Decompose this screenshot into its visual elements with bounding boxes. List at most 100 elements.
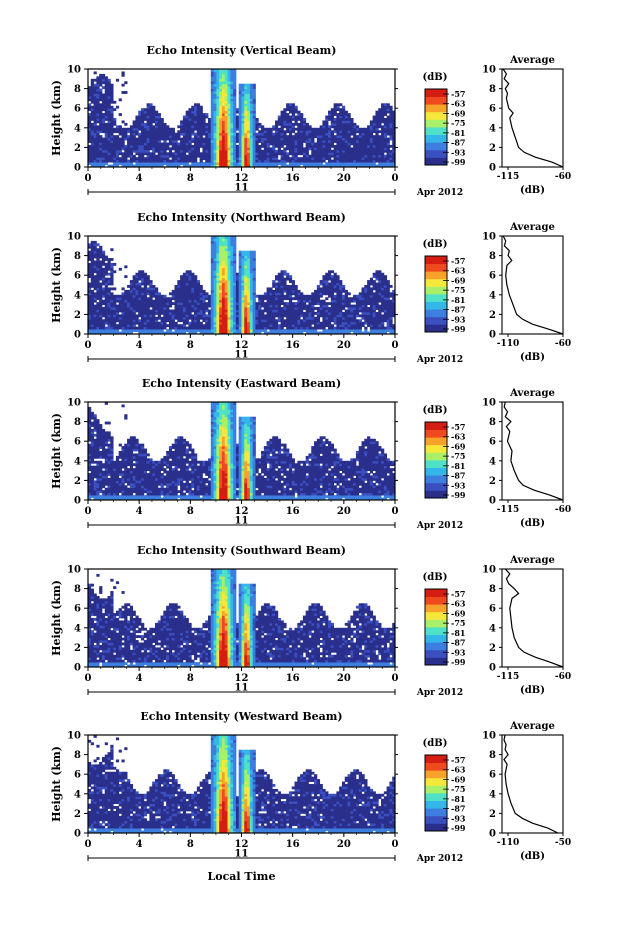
heatmap-cell (381, 145, 384, 148)
heatmap-cell (186, 290, 189, 293)
heatmap-cell (191, 322, 194, 325)
heatmap-cell (158, 147, 161, 150)
heatmap-cell (314, 292, 317, 295)
heatmap-cell (191, 138, 194, 141)
heatmap-cell (208, 319, 211, 322)
heatmap-cell (175, 317, 178, 320)
heatmap-cell (297, 322, 300, 325)
heatmap-cell (387, 140, 390, 143)
heatmap-cell (334, 113, 337, 116)
heatmap-cell (141, 147, 144, 150)
heatmap-cell (186, 319, 189, 322)
heatmap-cell (320, 310, 323, 313)
heatmap-cell (225, 275, 228, 278)
heatmap-cell (141, 310, 144, 313)
heatmap-cell (370, 128, 373, 131)
heatmap-cell (286, 123, 289, 126)
heatmap-cell (303, 329, 306, 332)
heatmap-cell (108, 265, 111, 268)
heatmap-cell (169, 324, 172, 327)
heatmap-cell (194, 118, 197, 121)
heatmap-cell (228, 324, 231, 327)
heatmap-cell (214, 283, 217, 286)
heatmap-cell (124, 123, 127, 126)
heatmap-cell (250, 307, 253, 310)
heatmap-cell (286, 160, 289, 163)
heatmap-cell (216, 302, 219, 305)
heatmap-cell (138, 287, 141, 290)
heatmap-cell (130, 147, 133, 150)
heatmap-cell (350, 143, 353, 146)
avg-y-tick-label: 10 (482, 65, 496, 76)
heatmap-cell (253, 292, 256, 295)
heatmap-cell (328, 152, 331, 155)
heatmap-cell (163, 162, 166, 165)
heatmap-cell (149, 305, 152, 308)
heatmap-cell (339, 155, 342, 158)
heatmap-cell (233, 147, 236, 150)
heatmap-cell (233, 302, 236, 305)
heatmap-cell (314, 312, 317, 315)
heatmap-cell (339, 302, 342, 305)
heatmap-cell (264, 292, 267, 295)
heatmap-cell (102, 287, 105, 290)
heatmap-cell (188, 152, 191, 155)
heatmap-cell (239, 275, 242, 278)
heatmap-cell (191, 324, 194, 327)
heatmap-cell (244, 123, 247, 126)
heatmap-cell (233, 300, 236, 303)
heatmap-cell (378, 138, 381, 141)
heatmap-cell (197, 310, 200, 313)
heatmap-cell (233, 329, 236, 332)
heatmap-cell (108, 133, 111, 136)
heatmap-cell (175, 138, 178, 141)
heatmap-cell (188, 314, 191, 317)
heatmap-cell (311, 130, 314, 133)
heatmap-cell (236, 116, 239, 119)
heatmap-cell (216, 103, 219, 106)
heatmap-cell (242, 302, 245, 305)
heatmap-cell (317, 143, 320, 146)
heatmap-cell (367, 135, 370, 138)
heatmap-cell (389, 123, 392, 126)
heatmap-cell (255, 152, 258, 155)
heatmap-cell (258, 125, 261, 128)
heatmap-cell (96, 329, 99, 332)
heatmap-cell (214, 147, 217, 150)
heatmap-cell (222, 84, 225, 87)
heatmap-cell (314, 135, 317, 138)
heatmap-cell (389, 157, 392, 160)
heatmap-cell (308, 300, 311, 303)
heatmap-cell (334, 322, 337, 325)
heatmap-cell (166, 152, 169, 155)
heatmap-cell (236, 135, 239, 138)
heatmap-cell (108, 106, 111, 109)
heatmap-cell (108, 84, 111, 87)
heatmap-cell (339, 280, 342, 283)
heatmap-cell (222, 270, 225, 273)
heatmap-cell (356, 295, 359, 298)
heatmap-cell (133, 305, 136, 308)
heatmap-cell (269, 327, 272, 330)
heatmap-cell (297, 150, 300, 153)
heatmap-cell (172, 130, 175, 133)
heatmap-cell (194, 300, 197, 303)
heatmap-cell (300, 152, 303, 155)
heatmap-cell (328, 319, 331, 322)
heatmap-cell (230, 317, 233, 320)
heatmap-cell (239, 287, 242, 290)
heatmap-cell (219, 253, 222, 256)
heatmap-cell (228, 312, 231, 315)
heatmap-cell (214, 263, 217, 266)
heatmap-cell (205, 140, 208, 143)
heatmap-cell (188, 285, 191, 288)
heatmap-cell (289, 152, 292, 155)
heatmap-cell (317, 292, 320, 295)
heatmap-cell (314, 145, 317, 148)
heatmap-cell (205, 295, 208, 298)
heatmap-cell (127, 140, 130, 143)
heatmap-cell (345, 310, 348, 313)
heatmap-cell (113, 312, 116, 315)
heatmap-cell (155, 300, 158, 303)
heatmap-cell (191, 278, 194, 281)
